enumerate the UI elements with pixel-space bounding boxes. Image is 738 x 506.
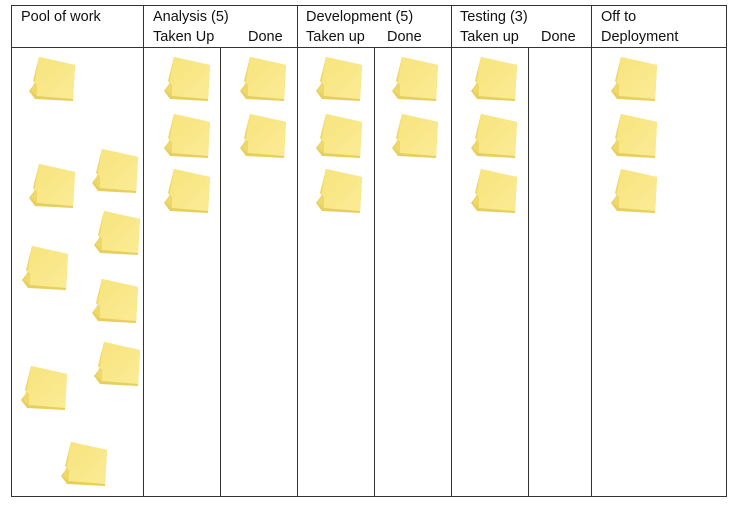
sticky-note-icon[interactable] [467, 110, 519, 160]
sticky-note-icon[interactable] [88, 145, 140, 195]
column-divider [451, 5, 452, 497]
column-divider [297, 5, 298, 497]
sticky-note-icon[interactable] [607, 53, 659, 103]
sticky-note-icon[interactable] [25, 160, 77, 210]
sticky-note-icon[interactable] [90, 338, 142, 388]
sticky-note-icon[interactable] [607, 110, 659, 160]
sticky-note-icon[interactable] [236, 110, 288, 160]
sticky-note-icon[interactable] [88, 275, 140, 325]
sticky-note-icon[interactable] [90, 207, 142, 257]
subcolumn-title-analysis-done: Done [248, 29, 283, 45]
sticky-note-icon[interactable] [607, 165, 659, 215]
sticky-note-icon[interactable] [57, 438, 109, 488]
subcolumn-divider [220, 47, 221, 497]
subcolumn-title-analysis-taken: Taken Up [153, 29, 215, 45]
subcolumn-divider [374, 47, 375, 497]
sticky-note-icon[interactable] [160, 110, 212, 160]
subcolumn-title-development-taken: Taken up [306, 29, 365, 45]
sticky-note-icon[interactable] [18, 242, 70, 292]
header-divider [11, 47, 727, 48]
subcolumn-title-development-done: Done [387, 29, 422, 45]
kanban-board [11, 5, 727, 497]
sticky-note-icon[interactable] [312, 165, 364, 215]
sticky-note-icon[interactable] [25, 53, 77, 103]
sticky-note-icon[interactable] [388, 53, 440, 103]
sticky-note-icon[interactable] [236, 53, 288, 103]
sticky-note-icon[interactable] [160, 165, 212, 215]
column-title-pool: Pool of work [21, 9, 101, 25]
sticky-note-icon[interactable] [312, 110, 364, 160]
sticky-note-icon[interactable] [160, 53, 212, 103]
subcolumn-title-testing-taken: Taken up [460, 29, 519, 45]
sticky-note-icon[interactable] [467, 165, 519, 215]
sticky-note-icon[interactable] [312, 53, 364, 103]
column-title-analysis: Analysis (5) [153, 9, 229, 25]
column-title-deployment-line1: Off to [601, 9, 637, 25]
sticky-note-icon[interactable] [467, 53, 519, 103]
column-divider [591, 5, 592, 497]
sticky-note-icon[interactable] [388, 110, 440, 160]
column-title-deployment-line2: Deployment [601, 29, 679, 45]
sticky-note-icon[interactable] [17, 362, 69, 412]
column-divider [143, 5, 144, 497]
subcolumn-divider [528, 47, 529, 497]
column-title-testing: Testing (3) [460, 9, 528, 25]
subcolumn-title-testing-done: Done [541, 29, 576, 45]
column-title-development: Development (5) [306, 9, 414, 25]
